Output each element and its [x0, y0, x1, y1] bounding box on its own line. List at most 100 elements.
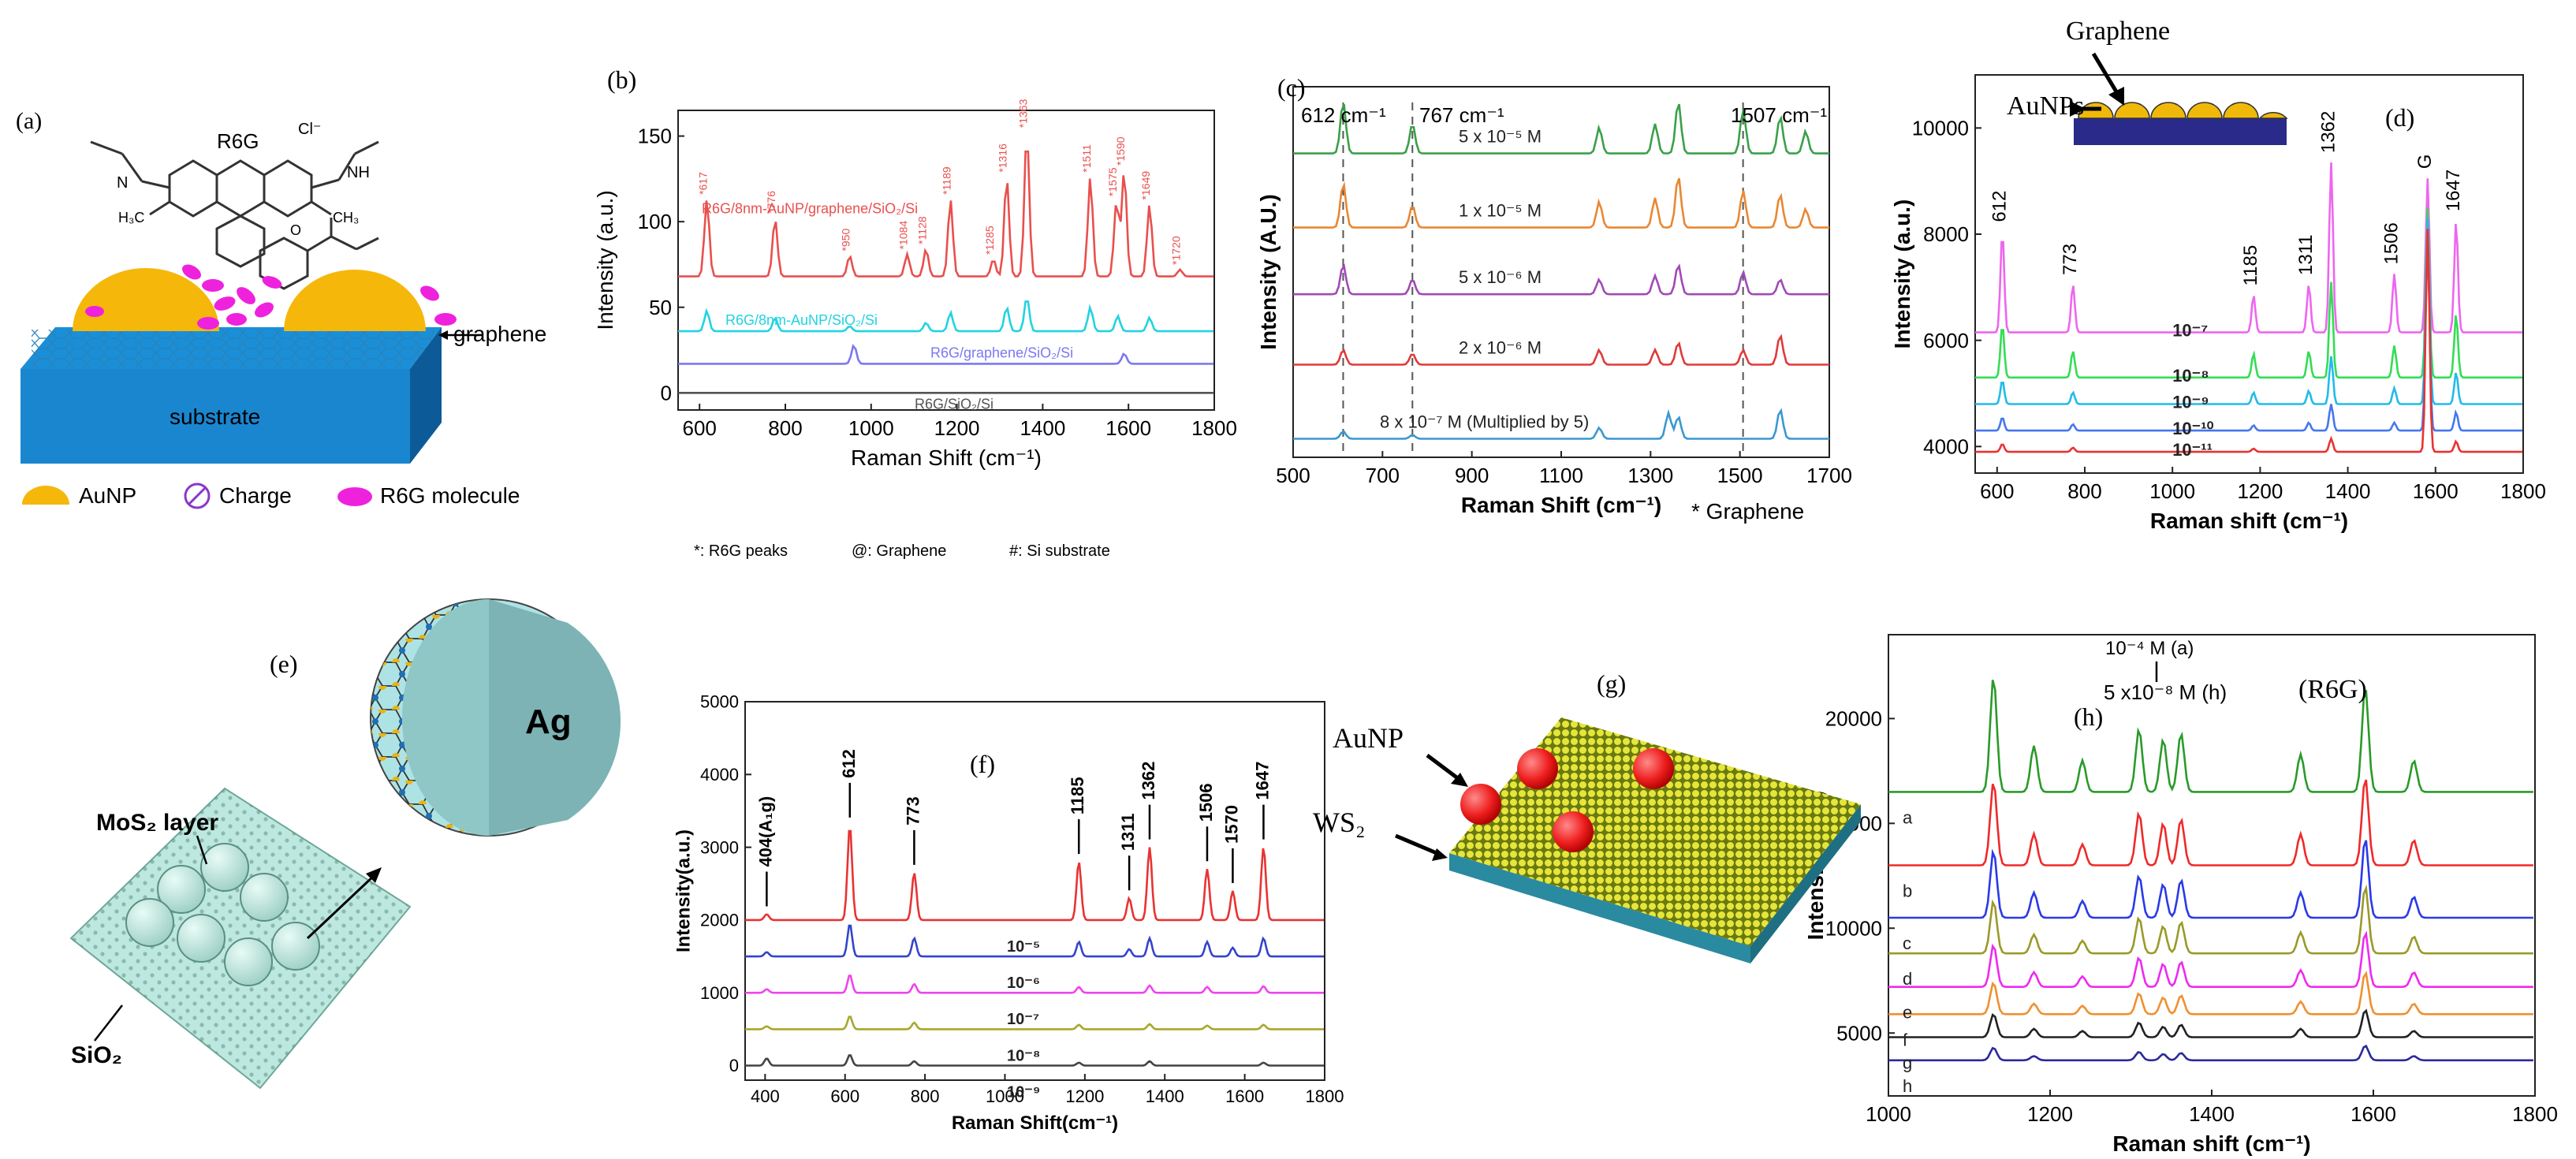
series-label-2: c — [1903, 934, 1911, 953]
legend-aunp-icon — [22, 486, 69, 505]
x-axis-label: Raman Shift (cm⁻¹) — [1461, 493, 1661, 517]
series-line-4 — [1975, 229, 2522, 453]
y-tick-label: 8000 — [1923, 222, 1969, 246]
x-tick-label: 1600 — [1105, 416, 1151, 440]
panel-a-schematic: (a) R6G Cl⁻ N NH H₃C CH₃ O substrate — [16, 108, 546, 509]
x-tick-label: 1200 — [2027, 1102, 2073, 1126]
panel-tag: (c) — [1277, 73, 1306, 102]
series-label-1: 1 x 10⁻⁵ M — [1459, 201, 1541, 221]
x-tick-label: 1000 — [848, 416, 894, 440]
aunp-2 — [1517, 748, 1558, 789]
peak-label: *617 — [696, 172, 709, 195]
aunp-pointer-head — [1451, 773, 1468, 787]
graphene-pointer-head — [438, 330, 448, 340]
panel-d-chart: (d) 600 800 1000 1200 1400 1600 1800 4000 6000 800… — [1890, 74, 2546, 533]
series-label-3: d — [1903, 969, 1912, 989]
series-line-0 — [1888, 680, 2533, 793]
series-line-2 — [678, 344, 1213, 365]
series-label-5: f — [1903, 1030, 1908, 1049]
series-label-6: g — [1903, 1053, 1912, 1073]
y-tick-label: 5000 — [700, 692, 739, 712]
peak-label: *1189 — [940, 166, 952, 195]
mos2-sheet-pattern — [71, 788, 410, 1088]
peak-label: 1362 — [1139, 762, 1158, 800]
inset-graphene-label: Graphene — [2066, 17, 2170, 46]
series-label-3: R6G/SiO₂/Si — [915, 396, 993, 412]
panel-c-chart: (c) 500 700 900 1100 1300 1500 1700 Raman Shift … — [1256, 73, 1852, 524]
series-label-3: 10⁻¹⁰ — [2172, 419, 2213, 438]
peak-label: G — [2414, 155, 2436, 170]
molecule-name: R6G — [217, 129, 259, 153]
y-tick-label: 150 — [638, 125, 672, 148]
aunp-left — [73, 268, 219, 331]
conc-annotation-bottom: 5 x10⁻⁸ M (h) — [2104, 680, 2227, 704]
r6g-molecule-structure — [90, 140, 379, 290]
y-tick-label: 2000 — [700, 911, 739, 930]
x-tick-label: 500 — [1276, 464, 1310, 487]
x-axis-label: Raman Shift (cm⁻¹) — [851, 445, 1042, 470]
series-line-4 — [1888, 930, 2533, 988]
methyl-right: CH₃ — [333, 210, 359, 225]
x-tick-label: 1200 — [1065, 1086, 1104, 1106]
peak-label: *1363 — [1016, 99, 1029, 128]
y-tick-label: 0 — [661, 381, 672, 404]
y-axis-label: Intensity (a.u.) — [1890, 199, 1914, 349]
y-tick-label: 0 — [729, 1056, 739, 1075]
ag-label: Ag — [525, 702, 572, 741]
ws2-pointer-head — [1432, 848, 1448, 861]
x-axis-label: Raman shift (cm⁻¹) — [2112, 1131, 2310, 1156]
peak-label: 1647 — [1252, 762, 1272, 800]
x-tick-label: 600 — [683, 416, 717, 440]
peak-label: *776 — [765, 191, 777, 214]
y-tick-label: 3000 — [700, 837, 739, 857]
series-line-5 — [1888, 971, 2533, 1016]
graphene-label: graphene — [453, 322, 546, 346]
plot-frame — [744, 701, 1325, 1081]
aunp-pointer — [1426, 754, 1460, 781]
series-line-2 — [1888, 840, 2533, 919]
x-tick-label: 1600 — [1225, 1086, 1264, 1106]
panel-f-chart: (f) 400 600 800 1000 1200 1400 1600 1800 0 1000 200… — [673, 692, 1344, 1134]
panel-tag: (f) — [970, 750, 995, 778]
y-tick-label: 4000 — [1923, 434, 1969, 458]
graphene-sheet-overlay — [32, 330, 434, 367]
footnote: #: Si substrate — [1009, 542, 1110, 560]
panel-e-tag: (e) — [270, 650, 298, 678]
series-label-0: 10⁻⁵ — [1007, 938, 1040, 956]
aunp-right — [284, 270, 426, 331]
molecule-tag: (R6G) — [2298, 675, 2367, 704]
peak-label: *1720 — [1169, 236, 1182, 265]
peak-label: *1084 — [897, 221, 909, 250]
y-axis-label: Intensity (A.U.) — [1256, 194, 1281, 350]
aunp-4 — [1633, 748, 1674, 789]
series-label-0: 10⁻⁷ — [2172, 321, 2208, 341]
legend-charge-icon — [184, 483, 211, 509]
inset-graphene-arrow — [2091, 52, 2119, 95]
peak-header-label: 1507 cm⁻¹ — [1731, 103, 1827, 127]
amine-right: NH — [347, 164, 370, 181]
legend-r6g-icon — [337, 487, 372, 506]
ag-core-face — [489, 599, 621, 836]
x-tick-label: 1400 — [1146, 1086, 1184, 1106]
series-line-4 — [745, 1054, 1324, 1067]
y-tick-label: 1000 — [700, 983, 739, 1003]
x-tick-label: 1400 — [1020, 416, 1065, 440]
peak-label: *1649 — [1139, 171, 1152, 200]
panel-tag: (h) — [2074, 702, 2103, 731]
series-label-3: 10⁻⁸ — [1007, 1047, 1040, 1064]
x-tick-label: 1600 — [2413, 479, 2459, 503]
ag-spheres — [125, 843, 320, 986]
series-label-0: 5 x 10⁻⁵ M — [1459, 127, 1541, 147]
x-tick-label: 1000 — [1866, 1102, 1911, 1126]
x-tick-label: 800 — [768, 416, 802, 440]
series-line-0 — [745, 829, 1324, 922]
y-axis-label: Intensity(a.u.) — [673, 829, 695, 952]
x-tick-label: 1000 — [2149, 479, 2195, 503]
peak-label: 1647 — [2443, 170, 2464, 211]
series-label-4: 8 x 10⁻⁷ M (Multiplied by 5) — [1380, 412, 1589, 432]
series-label-2: 10⁻⁹ — [2172, 392, 2209, 412]
peak-label: 773 — [903, 796, 923, 825]
series-label-2: 5 x 10⁻⁶ M — [1459, 267, 1541, 287]
series-label-1: b — [1903, 881, 1912, 901]
